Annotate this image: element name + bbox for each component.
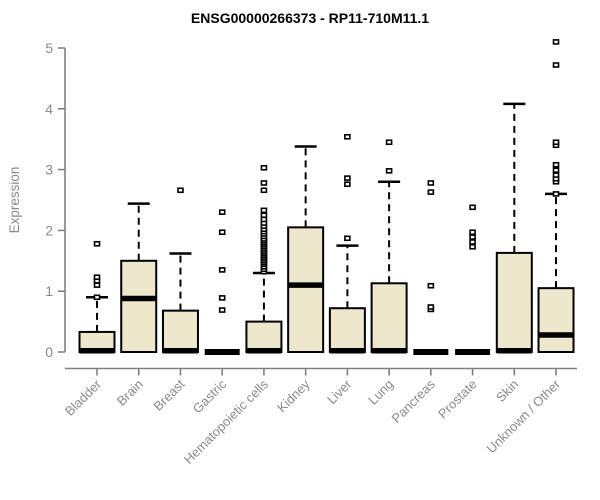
box-group-prostate: [455, 204, 491, 355]
x-tick-label: Kidney: [274, 376, 313, 415]
box-rect: [245, 320, 283, 354]
outlier-point: [469, 239, 476, 245]
box-group-lung: [370, 139, 408, 354]
outlier-point: [552, 161, 560, 168]
outlier-point: [344, 175, 351, 181]
box-rect: [495, 251, 533, 353]
outlier-point: [260, 216, 268, 223]
outlier-point: [218, 307, 226, 313]
outlier-point: [260, 212, 268, 218]
outlier-point: [469, 204, 476, 211]
y-tick-label: 5: [45, 40, 53, 56]
box-rect: [161, 309, 199, 354]
x-tick-label: Lung: [365, 377, 396, 408]
box-rect: [537, 287, 575, 354]
x-tick-label: Brain: [114, 377, 146, 409]
box-rect: [287, 226, 325, 353]
outlier-point: [218, 229, 226, 236]
outlier-point: [260, 164, 268, 171]
outlier-point: [427, 282, 435, 289]
x-tick-label: Gastric: [190, 376, 230, 416]
outlier-point: [427, 304, 435, 310]
outlier-point: [552, 139, 560, 146]
box-group-gastric: [204, 209, 240, 355]
y-axis-title: Expression: [7, 167, 22, 234]
outlier-point: [427, 180, 435, 186]
y-tick-label: 2: [45, 222, 53, 238]
y-tick-label: 0: [45, 344, 53, 360]
outlier-point: [93, 282, 101, 288]
outlier-point: [218, 209, 226, 215]
box-rect: [328, 307, 366, 353]
outlier-point: [469, 234, 476, 240]
outlier-point: [385, 139, 393, 146]
outlier-point: [344, 235, 351, 242]
box-group-skin: [495, 102, 533, 354]
outlier-point: [344, 133, 351, 140]
outlier-point: [344, 181, 351, 187]
x-tick-label: Pancreas: [389, 376, 439, 426]
x-tick-label: Bladder: [62, 376, 105, 419]
outlier-point: [552, 191, 560, 197]
y-tick-label: 4: [45, 101, 53, 117]
outlier-point: [93, 294, 101, 301]
outlier-point: [177, 187, 184, 194]
outlier-point: [260, 207, 268, 214]
outlier-point: [427, 189, 435, 195]
outlier-point: [552, 172, 560, 178]
outlier-point: [93, 274, 101, 281]
box-group-brain: [120, 202, 158, 353]
chart-title: ENSG00000266373 - RP11-710M11.1: [190, 10, 430, 26]
box-group-hematopoietic-cells: [245, 164, 283, 354]
box-group-liver: [328, 133, 366, 354]
outlier-point: [469, 244, 476, 250]
outlier-point: [552, 167, 560, 174]
x-tick-label: Breast: [150, 376, 187, 413]
outlier-point: [552, 39, 560, 45]
outlier-point: [385, 168, 393, 174]
y-tick-label: 1: [45, 283, 53, 299]
box-group-unknown-other: [537, 39, 575, 354]
box-group-kidney: [287, 145, 325, 353]
outlier-point: [93, 240, 101, 247]
x-tick-label: Skin: [493, 377, 521, 405]
box-group-breast: [161, 187, 199, 354]
box-rect: [120, 259, 158, 353]
x-tick-label: Prostate: [435, 377, 480, 422]
outlier-point: [469, 229, 476, 236]
outlier-point: [552, 62, 560, 68]
box-group-bladder: [78, 240, 116, 354]
outlier-point: [218, 267, 226, 273]
x-tick-label: Unknown / Other: [484, 376, 564, 456]
outlier-point: [218, 295, 226, 301]
outlier-point: [260, 187, 268, 194]
outlier-point: [260, 180, 268, 186]
box-rect: [370, 282, 408, 353]
box-group-pancreas: [413, 180, 449, 355]
y-tick-label: 3: [45, 162, 53, 178]
x-tick-label: Liver: [324, 376, 355, 407]
